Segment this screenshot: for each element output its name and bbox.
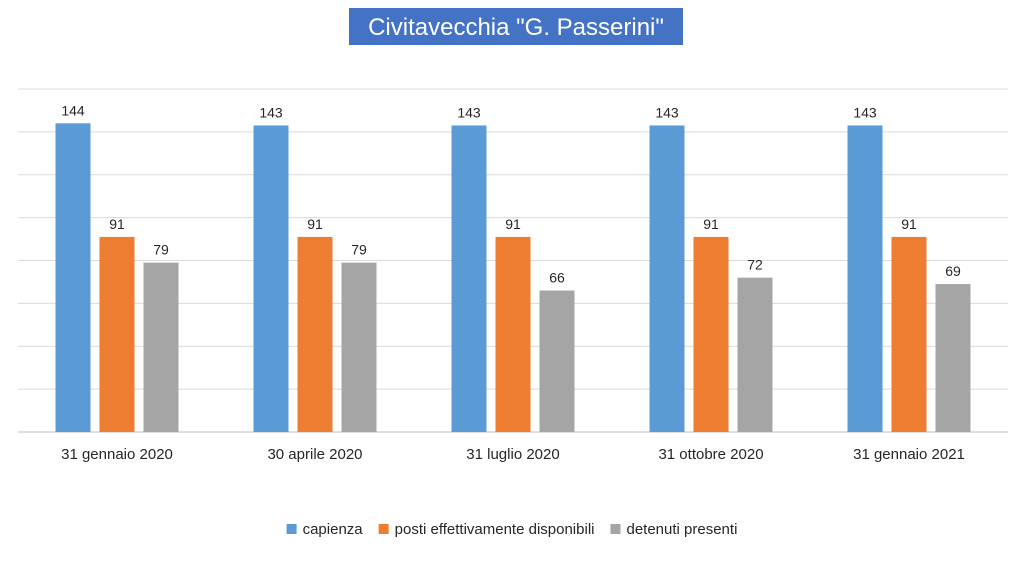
x-tick-label: 31 gennaio 2021 xyxy=(853,446,965,463)
data-label: 91 xyxy=(901,216,917,232)
chart-title: Civitavecchia "G. Passerini" xyxy=(368,14,664,41)
bar-posti-effettivamente-disponibili-1 xyxy=(297,236,333,432)
chart-title-group: Civitavecchia "G. Passerini" xyxy=(349,8,683,45)
x-tick-label: 31 ottobre 2020 xyxy=(658,446,763,463)
bar-detenuti-presenti-2 xyxy=(539,290,575,432)
data-label: 91 xyxy=(109,216,125,232)
bar-detenuti-presenti-3 xyxy=(737,277,773,432)
legend-label: capienza xyxy=(303,521,364,538)
data-label: 91 xyxy=(505,216,521,232)
data-label: 143 xyxy=(655,104,679,120)
bar-posti-effettivamente-disponibili-3 xyxy=(693,236,729,432)
legend-swatch xyxy=(378,524,389,534)
data-label: 66 xyxy=(549,270,565,286)
bar-capienza-1 xyxy=(253,125,289,432)
x-tick-label: 30 aprile 2020 xyxy=(267,446,362,463)
data-label: 143 xyxy=(259,104,283,120)
data-label: 143 xyxy=(853,104,877,120)
data-label: 144 xyxy=(61,102,85,118)
bar-capienza-0 xyxy=(55,123,91,433)
chart-title-background xyxy=(349,8,683,45)
legend-swatch xyxy=(610,524,621,534)
bar-posti-effettivamente-disponibili-4 xyxy=(891,236,927,432)
data-labels: 144 91 79 143 91 79 143 91 66 143 91 72 143 91 69 xyxy=(61,102,961,285)
bar-capienza-2 xyxy=(451,125,487,432)
bars xyxy=(55,123,971,433)
bar-detenuti-presenti-0 xyxy=(143,262,179,432)
bar-detenuti-presenti-1 xyxy=(341,262,377,432)
legend-label: posti effettivamente disponibili xyxy=(395,521,595,538)
bar-capienza-3 xyxy=(649,125,685,432)
legend-label: detenuti presenti xyxy=(626,521,737,538)
x-tick-label: 31 gennaio 2020 xyxy=(61,446,173,463)
legend-swatch xyxy=(286,524,297,534)
bar-detenuti-presenti-4 xyxy=(935,284,971,432)
data-label: 69 xyxy=(945,263,961,279)
data-label: 79 xyxy=(153,242,169,258)
legend: capienza posti effettivamente disponibili… xyxy=(286,521,737,538)
x-tick-labels: 31 gennaio 2020 30 aprile 2020 31 luglio 2… xyxy=(61,446,965,463)
data-label: 91 xyxy=(703,216,719,232)
bar-capienza-4 xyxy=(847,125,883,432)
data-label: 143 xyxy=(457,104,481,120)
x-tick-label: 31 luglio 2020 xyxy=(466,446,559,463)
bar-posti-effettivamente-disponibili-2 xyxy=(495,236,531,432)
bar-posti-effettivamente-disponibili-0 xyxy=(99,236,135,432)
data-label: 79 xyxy=(351,242,367,258)
data-label: 72 xyxy=(747,257,763,273)
data-label: 91 xyxy=(307,216,323,232)
